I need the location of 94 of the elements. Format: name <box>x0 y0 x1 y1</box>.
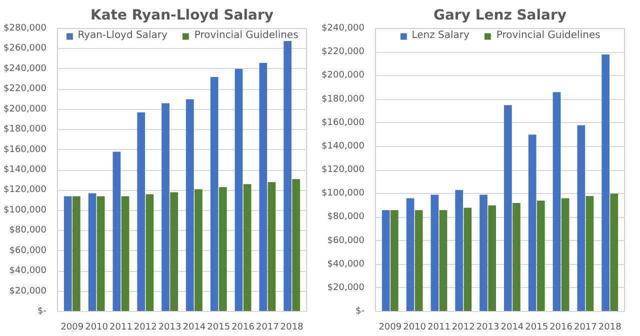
x-tick-label: 2015 <box>525 322 548 332</box>
chart-title: Kate Ryan-Lloyd Salary <box>90 8 274 24</box>
y-tick-label: $140,000 <box>4 165 47 175</box>
bar <box>259 62 268 312</box>
x-tick-label: 2012 <box>134 322 157 332</box>
y-tick-label: $80,000 <box>9 226 47 236</box>
y-tick-label: $120,000 <box>4 185 47 196</box>
x-tick-label: 2009 <box>378 322 402 332</box>
x-tick-label: 2016 <box>232 322 255 332</box>
bar <box>602 54 610 312</box>
y-tick-label: $180,000 <box>4 124 47 135</box>
y-tick-label: $80,000 <box>327 212 365 222</box>
y-tick-label: $100,000 <box>322 188 365 199</box>
y-tick-label: $220,000 <box>322 47 365 58</box>
y-tick-label: $240,000 <box>4 64 47 74</box>
bar <box>406 198 414 312</box>
bar <box>112 152 121 312</box>
y-tick-label: $240,000 <box>322 24 365 34</box>
x-tick-label: 2013 <box>158 322 182 332</box>
legend-label: Lenz Salary <box>412 30 470 41</box>
x-tick-label: 2010 <box>403 322 426 332</box>
bar <box>218 187 227 312</box>
bar <box>430 194 439 312</box>
y-tick-label: $200,000 <box>322 70 365 81</box>
x-tick-label: 2012 <box>452 322 475 332</box>
y-tick-label: $- <box>356 306 365 316</box>
y-tick-label: $160,000 <box>322 118 365 128</box>
y-tick-label: $20,000 <box>9 286 47 296</box>
bar <box>610 194 618 312</box>
bar <box>121 196 130 312</box>
bar <box>146 194 154 312</box>
y-tick-label: $280,000 <box>4 24 47 34</box>
bar <box>504 105 512 312</box>
legend-label: Provincial Guidelines <box>496 30 600 41</box>
bar <box>561 198 570 312</box>
x-tick-label: 2015 <box>207 322 230 332</box>
y-tick-label: $100,000 <box>4 205 47 216</box>
y-tick-label: $200,000 <box>4 104 47 114</box>
bar <box>243 184 252 312</box>
x-tick-label: 2013 <box>476 322 500 332</box>
x-tick-label: 2014 <box>500 322 524 332</box>
x-tick-label: 2018 <box>280 322 304 332</box>
bar <box>390 210 398 312</box>
chart-title: Gary Lenz Salary <box>433 8 567 24</box>
bar <box>292 179 300 312</box>
bar <box>96 196 105 312</box>
bar <box>186 99 194 312</box>
bar <box>528 134 536 312</box>
bar <box>536 200 545 312</box>
bar <box>552 92 561 312</box>
bar <box>577 125 586 312</box>
x-tick-label: 2017 <box>256 322 279 332</box>
bar <box>414 210 423 312</box>
y-tick-label: $20,000 <box>327 282 365 293</box>
bar <box>512 203 520 312</box>
bar <box>586 196 594 312</box>
y-tick-label: $220,000 <box>4 84 47 94</box>
y-tick-label: $40,000 <box>9 266 47 276</box>
bar <box>162 103 170 312</box>
y-tick-label: $160,000 <box>4 144 47 155</box>
y-tick-label: $60,000 <box>327 236 365 246</box>
y-tick-label: $260,000 <box>4 44 47 54</box>
bar <box>382 210 390 312</box>
bar <box>480 194 488 312</box>
bar <box>170 192 178 312</box>
bar <box>268 182 276 312</box>
x-tick-label: 2009 <box>60 322 84 332</box>
y-tick-label: $120,000 <box>322 165 365 175</box>
bar <box>488 205 496 312</box>
x-tick-label: 2014 <box>182 322 206 332</box>
bar <box>64 196 72 312</box>
bar <box>234 68 243 312</box>
y-tick-label: $- <box>38 306 47 316</box>
y-tick-label: $60,000 <box>9 246 47 256</box>
x-tick-label: 2018 <box>598 322 622 332</box>
bar <box>194 189 202 312</box>
bar <box>464 208 472 312</box>
y-tick-label: $140,000 <box>322 141 365 152</box>
x-tick-label: 2011 <box>110 322 132 332</box>
x-tick-label: 2010 <box>85 322 108 332</box>
legend-label: Ryan-Lloyd Salary <box>78 30 168 41</box>
y-tick-label: $180,000 <box>322 94 365 104</box>
bar <box>210 77 218 312</box>
x-tick-label: 2017 <box>574 322 597 332</box>
bar <box>88 193 96 312</box>
bar <box>455 190 464 312</box>
y-tick-label: $40,000 <box>327 259 365 270</box>
bar <box>137 112 146 312</box>
bar <box>439 210 448 312</box>
legend-label: Provincial Guidelines <box>194 30 298 41</box>
bar <box>284 40 292 312</box>
x-tick-label: 2016 <box>550 322 573 332</box>
bar <box>72 196 80 312</box>
x-tick-label: 2011 <box>428 322 450 332</box>
